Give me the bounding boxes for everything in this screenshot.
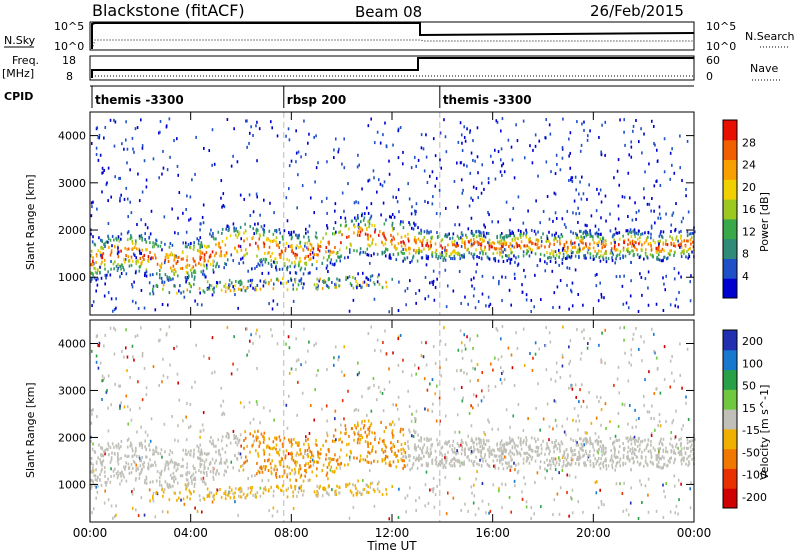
velocity-colorbar-tick: -50: [742, 446, 760, 459]
power-ytick-label: 3000: [58, 177, 86, 190]
cpid-segment-label: themis -3300: [443, 93, 532, 107]
power-ylabel: Slant Range [km]: [24, 174, 37, 270]
velocity-colorbar-swatch: [723, 389, 737, 410]
freq-tick-low: 8: [66, 70, 73, 83]
time-tick-label: 08:00: [274, 526, 309, 540]
velocity-colorbar-tick: -15: [742, 424, 760, 437]
velocity-colorbar-tick: 100: [742, 357, 763, 370]
power-colorbar-swatch: [723, 258, 737, 279]
velocity-colorbar: 200 100 50 15 -15 -50 -100 -200: [722, 329, 767, 509]
freq-label: Freq.: [12, 54, 39, 67]
velocity-colorbar-swatch: [723, 468, 737, 489]
velocity-ytick-label: 4000: [58, 337, 86, 350]
velocity-colorbar-swatch: [723, 349, 737, 371]
power-colorbar-swatch: [723, 159, 737, 180]
nsearch-tick-high: 10^5: [706, 20, 736, 33]
power-colorbar-swatch: [723, 278, 737, 299]
beam-title: Beam 08: [355, 3, 422, 21]
velocity-ylabel: Slant Range [km]: [24, 382, 37, 478]
time-tick-label: 16:00: [475, 526, 510, 540]
power-colorbar-tick: 4: [742, 270, 749, 283]
power-colorbar-swatch: [723, 179, 737, 200]
velocity-colorbar-tick: -100: [742, 469, 767, 482]
velocity-colorbar-label: Velocity [m s^-1]: [758, 385, 771, 480]
power-colorbar-swatch: [723, 139, 737, 161]
power-colorbar-tick: 28: [742, 136, 756, 149]
nsearch-label: N.Search: [745, 30, 795, 43]
date-title: 26/Feb/2015: [590, 2, 684, 20]
power-ytick-label: 1000: [58, 271, 86, 284]
nsearch-line: [91, 39, 694, 50]
power-colorbar-tick: 16: [742, 203, 756, 216]
power-colorbar-swatch: [723, 218, 737, 240]
velocity-colorbar-swatch: [723, 369, 737, 390]
time-tick-label: 04:00: [173, 526, 208, 540]
velocity-colorbar-swatch: [723, 409, 737, 430]
velocity-colorbar-swatch: [723, 488, 737, 509]
power-colorbar-tick: 12: [742, 225, 756, 238]
power-colorbar-label: Power [dB]: [758, 192, 771, 252]
nsky-tick-low: 10^0: [54, 40, 84, 53]
power-heatmap: [90, 112, 696, 315]
power-colorbar-swatch: [723, 120, 737, 141]
velocity-ytick-label: 2000: [58, 431, 86, 444]
power-ytick-label: 2000: [58, 224, 86, 237]
time-axis-label: Time UT: [366, 539, 417, 553]
velocity-colorbar-tick: 15: [742, 402, 756, 415]
time-tick-label: 20:00: [576, 526, 611, 540]
freq-tick-high: 18: [62, 54, 76, 67]
power-colorbar-swatch: [723, 199, 737, 220]
nave-tick-high: 60: [706, 54, 720, 67]
freq-line: [91, 57, 694, 78]
nave-tick-low: 0: [706, 70, 713, 83]
power-colorbar-tick: 20: [742, 181, 756, 194]
velocity-colorbar-tick: -200: [742, 491, 767, 504]
nsky-line: [91, 22, 695, 49]
nsky-label: N.Sky: [4, 34, 36, 47]
power-colorbar: 4 8 12 16 20 24 28: [722, 119, 756, 299]
nsky-panel: N.Sky 10^5 10^0 10^5 10^0 N.Search: [4, 20, 795, 53]
time-tick-label: 12:00: [375, 526, 410, 540]
velocity-colorbar-tick: 50: [742, 380, 756, 393]
cpid-panel: CPID themis -3300 rbsp 200 themis -3300: [4, 85, 694, 108]
cpid-segment-label: themis -3300: [95, 93, 184, 107]
time-axis: 00:00 04:00 08:00 12:00 16:00 20:00 00:00: [73, 112, 712, 540]
velocity-colorbar-swatch: [723, 428, 737, 450]
velocity-ytick-label: 3000: [58, 384, 86, 397]
power-ytick-label: 4000: [58, 130, 86, 143]
station-title: Blackstone (fitACF): [92, 1, 245, 20]
velocity-colorbar-swatch: [723, 448, 737, 469]
power-yticks: 1000 2000 3000 4000: [58, 130, 694, 284]
velocity-colorbar-swatch: [723, 330, 737, 351]
time-tick-label: 00:00: [677, 526, 712, 540]
velocity-colorbar-tick: 200: [742, 335, 763, 348]
cpid-label: CPID: [4, 90, 33, 103]
time-tick-label: 00:00: [73, 526, 108, 540]
power-panel: Slant Range [km] 1000 2000 3000 4000: [24, 111, 696, 316]
velocity-yticks: 1000 2000 3000 4000: [58, 337, 694, 491]
nsearch-tick-low: 10^0: [706, 40, 736, 53]
freq-panel: Freq. [MHz] 18 8 60 0 Nave: [2, 54, 780, 83]
nsky-tick-high: 10^5: [54, 20, 84, 33]
velocity-panel: Slant Range [km] 1000 2000 3000 4000: [24, 319, 696, 523]
velocity-heatmap: [90, 320, 696, 522]
cpid-segment-label: rbsp 200: [287, 93, 346, 107]
velocity-ytick-label: 1000: [58, 478, 86, 491]
power-colorbar-tick: 24: [742, 159, 756, 172]
freq-unit-label: [MHz]: [2, 67, 34, 80]
power-colorbar-swatch: [723, 238, 737, 259]
nave-label: Nave: [750, 62, 778, 75]
power-colorbar-tick: 8: [742, 248, 749, 261]
